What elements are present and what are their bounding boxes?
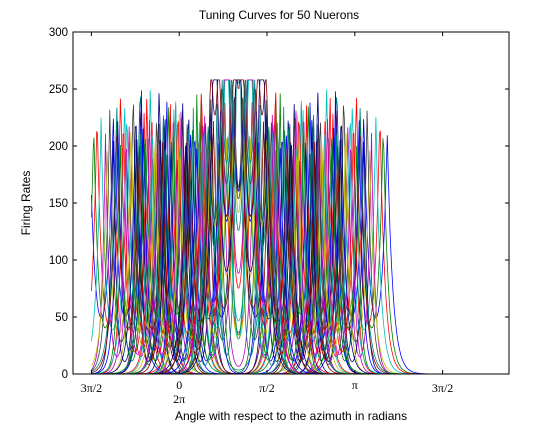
x-tick-label: 0 (176, 378, 182, 392)
y-tick-label: 100 (49, 255, 68, 267)
x-tick-label: 3π/2 (81, 381, 102, 395)
x-tick-label: π/2 (259, 381, 274, 395)
x-axis-label: Angle with respect to the azimuth in rad… (175, 409, 407, 423)
x-tick-label: 3π/2 (432, 381, 453, 395)
x-tick-label: π (352, 378, 358, 392)
x-axis-ticks: 3π/2 02π π/2 π 3π/2 (81, 32, 453, 406)
y-tick-label: 50 (55, 312, 68, 324)
y-axis-ticks: 0 50 100 150 200 250 300 (49, 27, 509, 381)
y-axis-label: Firing Rates (19, 171, 33, 236)
y-tick-label: 200 (49, 141, 68, 153)
chart-title: Tuning Curves for 50 Nuerons (199, 8, 359, 22)
x-tick-label-secondary: 2π (173, 392, 185, 406)
y-tick-label: 150 (49, 198, 68, 210)
y-tick-label: 0 (62, 369, 68, 381)
y-tick-label: 300 (49, 27, 68, 39)
y-tick-label: 250 (49, 84, 68, 96)
